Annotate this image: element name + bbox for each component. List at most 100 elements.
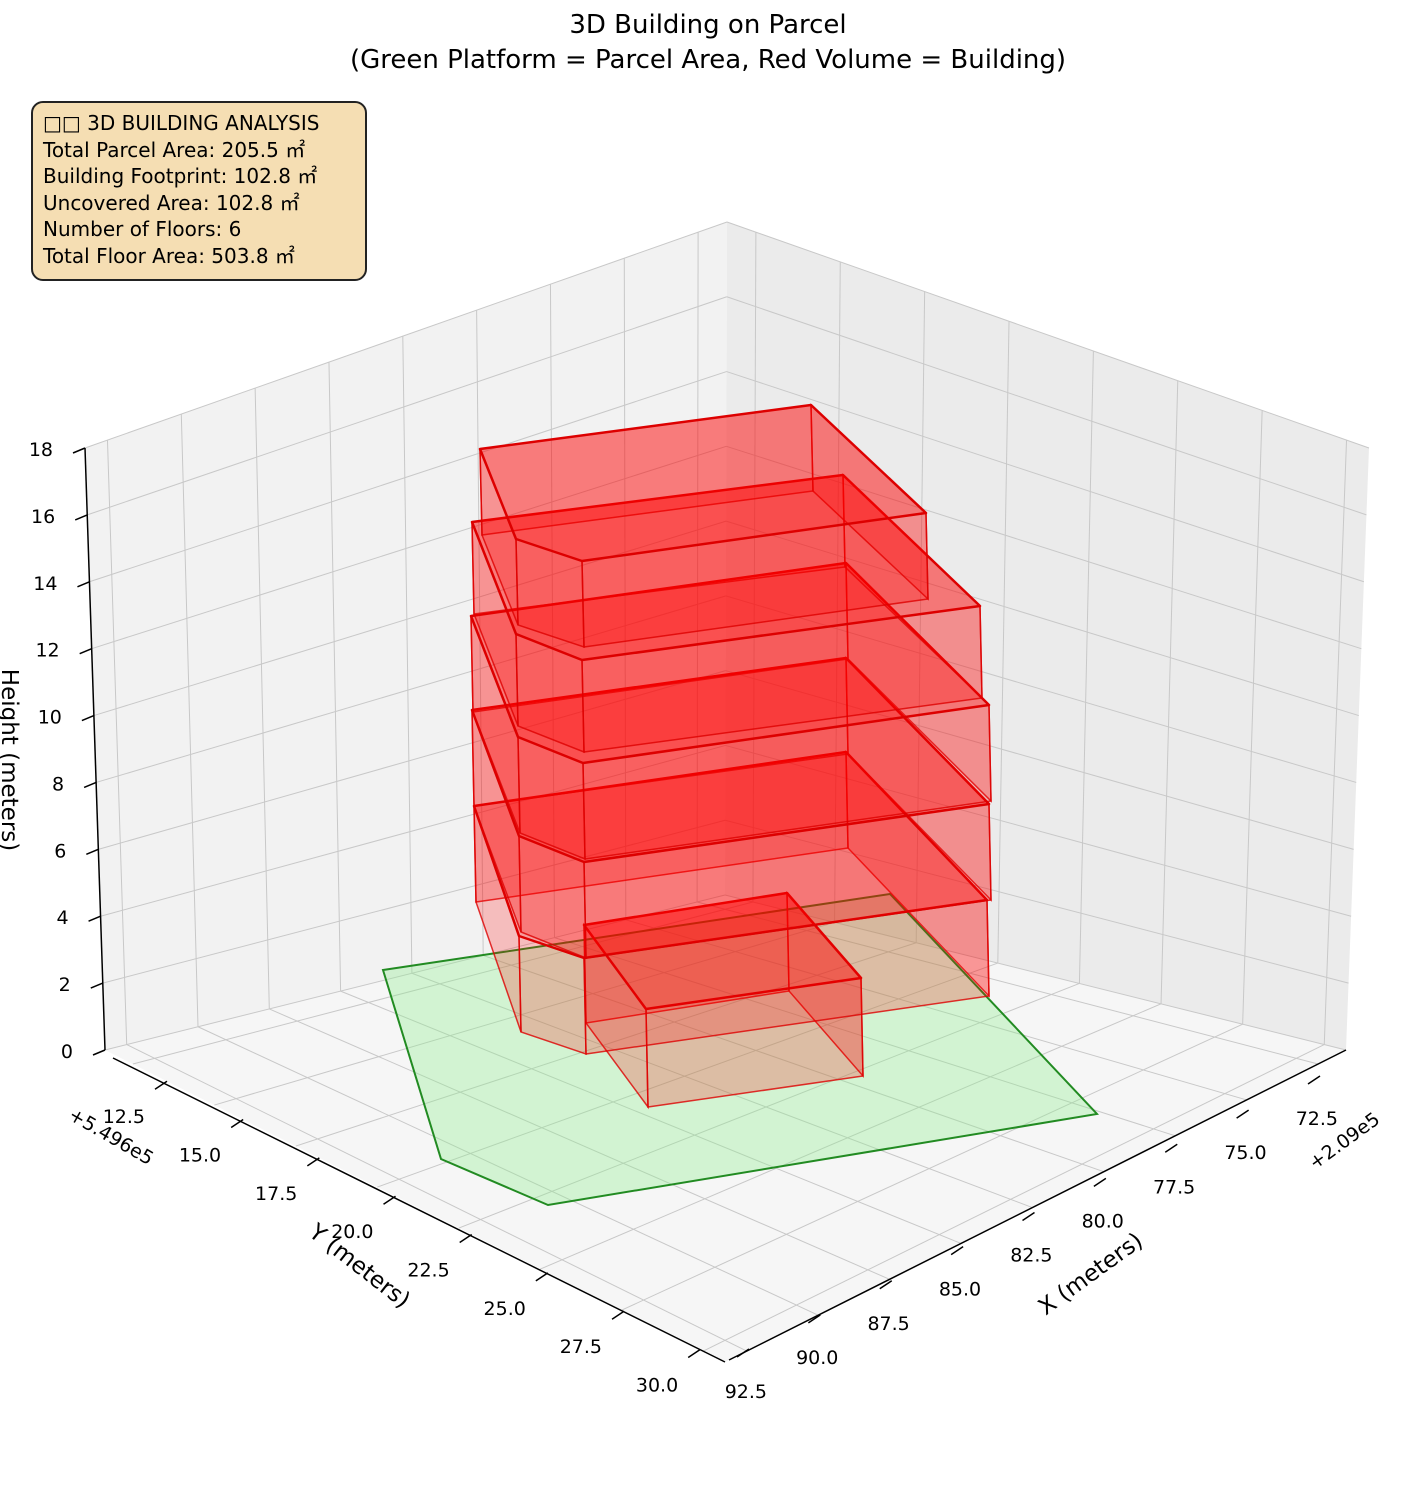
x-tick-mark [736,1348,750,1358]
chart-subtitle: (Green Platform = Parcel Area, Red Volum… [349,45,1067,75]
z-tick-label: 10 [38,707,62,729]
z-tick-mark [90,982,104,989]
z-tick-label: 2 [59,974,71,996]
tick-labels: 0 2 4 6 8 10 12 14 16 18 12.5 15.0 17.5 20.0 22.5 25.0 2… [29,439,1338,1403]
z-tick-mark [72,447,86,454]
grid-line-y-floor [377,962,998,1188]
grid-line-z-left [89,371,727,583]
grid-line-x-wall [476,310,484,956]
y-tick-label: 20.0 [331,1221,373,1243]
info-heading: □□ 3D BUILDING ANALYSIS [43,111,320,135]
grid-line-z-right [726,221,1370,449]
z-tick-mark [92,1049,106,1056]
x-tick-mark [1164,1143,1178,1153]
building-top-face [469,561,991,765]
grid-line-x-wall [696,232,699,902]
z-tick-label: 8 [52,773,64,795]
z-tick-label: 0 [61,1041,73,1063]
building-floor-3 [469,561,992,861]
building-top-face [478,403,928,563]
grid-line-y-wall [1242,410,1263,1025]
x-tick-mark [1093,1177,1107,1187]
y-tick-label: 17.5 [255,1183,297,1205]
grid-line-x-floor [483,954,1104,1173]
x-tick-label: 90.0 [796,1347,838,1369]
grid-line-y-floor [621,1023,1243,1311]
grid-line-x-floor [554,937,1176,1137]
x-axis-label: X (meters) [1034,1228,1148,1321]
x-tick-mark [807,1314,821,1324]
parcel-polygon [381,892,1100,1207]
z-tick-mark [74,514,88,521]
x-tick-label: 72.5 [1296,1108,1338,1130]
x-tick-mark [1236,1109,1250,1119]
grid-line-y-wall [752,232,757,902]
right-pane [725,222,1369,1050]
grid-line-y-wall [1323,440,1348,1045]
grid-line-y-floor [132,901,754,1065]
parcel-platform [381,892,1100,1207]
building-top-face [470,473,982,662]
building-floor-0 [582,890,864,1110]
left-pane [85,222,727,1050]
grid-line-x-floor [269,1008,890,1280]
z-tick-label: 12 [35,640,59,662]
y-tick-mark [306,1157,320,1167]
y-tick-label: 25.0 [484,1298,526,1320]
z-tick-mark [79,647,92,655]
grid-line-x-wall [623,258,627,920]
grid-line-y-floor [540,1003,1162,1270]
x-tick-label: 77.5 [1153,1176,1195,1198]
y-tick-label: 22.5 [407,1260,449,1282]
x-tick-label: 82.5 [1010,1245,1052,1267]
building-volume [469,403,992,1110]
grid-line-x-wall [254,388,270,1009]
building-floor-1 [472,750,990,1056]
x-tick-label: 87.5 [867,1313,909,1335]
x-tick-label: 85.0 [939,1279,981,1301]
y-tick-label: 15.0 [179,1145,221,1167]
info-floors: Number of Floors: 6 [43,217,242,242]
z-tick-mark [81,714,95,722]
z-tick-label: 18 [29,439,53,461]
x-tick-label: 80.0 [1082,1210,1124,1232]
grid-line-x-wall [180,414,199,1027]
z-tick-label: 16 [31,506,55,528]
y-tick-label: 30.0 [636,1375,678,1397]
grid-line-x-wall [402,336,413,974]
grid-line-z-left [95,595,727,783]
z-tick-mark [77,581,90,588]
grid-line-y-wall [1160,380,1179,1004]
grid-line-z-left [98,670,726,850]
x-tick-label: 75.0 [1224,1142,1266,1164]
grid-line-x-floor [197,1026,819,1316]
grid-line-y-wall [997,321,1010,964]
grid-line-x-wall [106,440,128,1045]
z-tick-mark [88,915,101,922]
grid-line-y-floor [703,1044,1325,1352]
z-tick-label: 6 [54,840,66,862]
y-tick-mark [535,1272,549,1282]
grid-line-y-floor [458,982,1080,1229]
y-tick-mark [383,1195,396,1205]
analysis-info-box: □□ 3D BUILDING ANALYSIS Total Parcel Are… [31,101,367,281]
z-tick-label: 14 [33,573,57,595]
grid-line-z-left [87,296,727,516]
y-tick-mark [611,1310,625,1320]
grid-line-x-floor [696,901,1319,1065]
x-axis-line [728,1049,1347,1361]
grid-line-y-wall [915,291,926,943]
info-floor-area: Total Floor Area: 503.8 ㎡ [43,243,295,268]
y-tick-mark [230,1118,244,1129]
x-tick-mark [879,1280,893,1290]
z-axis-label: Height (meters) [0,669,22,851]
building-floor-2 [470,656,992,960]
y-tick-mark [154,1080,168,1090]
info-parcel-area: Total Parcel Area: 205.5 ㎡ [43,137,306,162]
building-floor-4 [470,473,983,754]
y-tick-label: 27.5 [560,1336,602,1358]
grid-line-z-left [102,819,726,984]
info-footprint: Building Footprint: 102.8 ㎡ [43,164,318,189]
y-tick-label: 12.5 [103,1106,145,1128]
grid-line-y-wall [834,261,841,923]
